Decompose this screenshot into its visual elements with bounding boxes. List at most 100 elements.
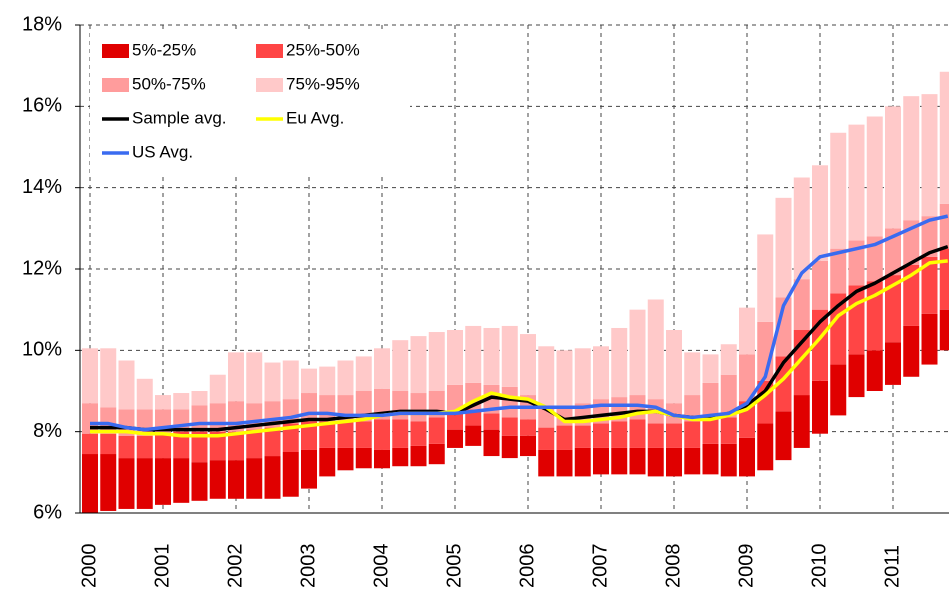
bar-segment — [82, 433, 98, 455]
bar-segment — [374, 419, 390, 450]
bar-segment — [246, 352, 263, 404]
bar-segment — [246, 429, 263, 459]
bar-segment — [885, 275, 901, 343]
bar-segment — [574, 447, 591, 477]
bar-segment — [702, 443, 719, 475]
bar-segment — [903, 96, 920, 221]
y-tick-label: 18% — [22, 13, 62, 35]
legend-swatch — [102, 44, 129, 58]
bar-segment — [702, 354, 719, 383]
bar-segment — [173, 393, 190, 410]
bar-segment — [483, 429, 500, 457]
legend-swatch — [256, 44, 283, 58]
x-tick-label: 2002 — [224, 544, 246, 589]
line-series — [90, 259, 948, 438]
x-tick-label: 2004 — [370, 544, 392, 589]
bar-segment — [410, 445, 427, 467]
y-tick-label: 6% — [33, 501, 62, 523]
bar-segment — [885, 106, 901, 229]
bar-segment — [647, 447, 664, 477]
bar-segment — [337, 447, 354, 471]
legend-label: 5%-25% — [132, 40, 196, 59]
x-tick-label: 2010 — [808, 544, 830, 589]
bar-segment — [611, 421, 628, 448]
bar-segment — [538, 449, 555, 477]
line-series — [90, 214, 949, 432]
x-tick-label: 2003 — [297, 544, 319, 589]
legend-label: 75%-95% — [286, 74, 360, 93]
bar-segment — [428, 417, 445, 444]
bar-segment — [739, 437, 755, 477]
bar-segment — [155, 458, 171, 505]
x-tick-label: 2001 — [151, 544, 173, 589]
bar-segment — [118, 360, 135, 410]
bar-segment — [775, 297, 792, 357]
bar-segment — [355, 421, 372, 448]
bar-segment — [410, 421, 427, 446]
bar-segment — [392, 340, 409, 391]
bar-segment — [282, 423, 299, 452]
bar-segment — [465, 325, 482, 383]
bar-segment — [501, 417, 518, 436]
x-tick-label: 2007 — [589, 544, 611, 589]
y-tick-label: 16% — [22, 95, 62, 117]
bar-segment — [355, 356, 372, 391]
bar-segment — [885, 342, 901, 385]
bar-segment — [82, 348, 98, 404]
bar-segment — [155, 395, 171, 410]
bar-segment — [921, 94, 938, 217]
bar-segment — [939, 203, 949, 249]
bar-segment — [793, 177, 810, 280]
legend-label: 50%-75% — [132, 74, 206, 93]
bar-segment — [812, 380, 828, 434]
bar-segment — [684, 352, 701, 396]
bar-segment — [209, 460, 226, 499]
bar-segment — [720, 417, 737, 444]
bar-segment — [866, 116, 883, 237]
bar-segment — [720, 374, 737, 418]
legend-label: US Avg. — [132, 142, 193, 161]
bar-segment — [374, 348, 390, 389]
bar-segment — [173, 458, 190, 503]
bars — [82, 71, 949, 513]
x-tick-label: 2008 — [662, 544, 684, 589]
bar-segment — [939, 71, 949, 204]
bar-segment — [720, 344, 737, 375]
bar-segment — [410, 393, 427, 422]
bar-segment — [848, 124, 865, 241]
bar-segment — [793, 395, 810, 448]
bar-segment — [647, 423, 664, 448]
bar-segment — [702, 382, 719, 420]
legend-swatch — [102, 78, 129, 92]
y-tick-label: 8% — [33, 420, 62, 442]
bar-segment — [337, 421, 354, 448]
bar-segment — [501, 325, 518, 387]
bar-segment — [82, 454, 98, 513]
legend-swatch — [256, 78, 283, 92]
bar-segment — [921, 216, 938, 257]
bar-segment — [428, 443, 445, 465]
bar-segment — [501, 386, 518, 418]
bar-segment — [319, 447, 336, 477]
bar-segment — [392, 447, 409, 467]
bar-segment — [538, 346, 555, 408]
y-tick-label: 14% — [22, 176, 62, 198]
bar-segment — [355, 447, 372, 469]
bar-segment — [483, 327, 500, 385]
bar-segment — [282, 452, 299, 497]
bar-segment — [793, 279, 810, 330]
bar-segment — [337, 360, 354, 396]
bar-segment — [574, 348, 591, 404]
bar-segment — [264, 456, 281, 499]
bar-segment — [866, 236, 883, 282]
legend-label: Eu Avg. — [286, 108, 344, 127]
bar-segment — [483, 413, 500, 430]
bar-segment — [191, 391, 208, 406]
bar-segment — [866, 350, 883, 391]
bar-segment — [593, 346, 609, 400]
bar-segment — [447, 384, 463, 412]
bar-segment — [757, 234, 774, 322]
bar-segment — [100, 407, 117, 434]
bar-segment — [666, 423, 682, 448]
